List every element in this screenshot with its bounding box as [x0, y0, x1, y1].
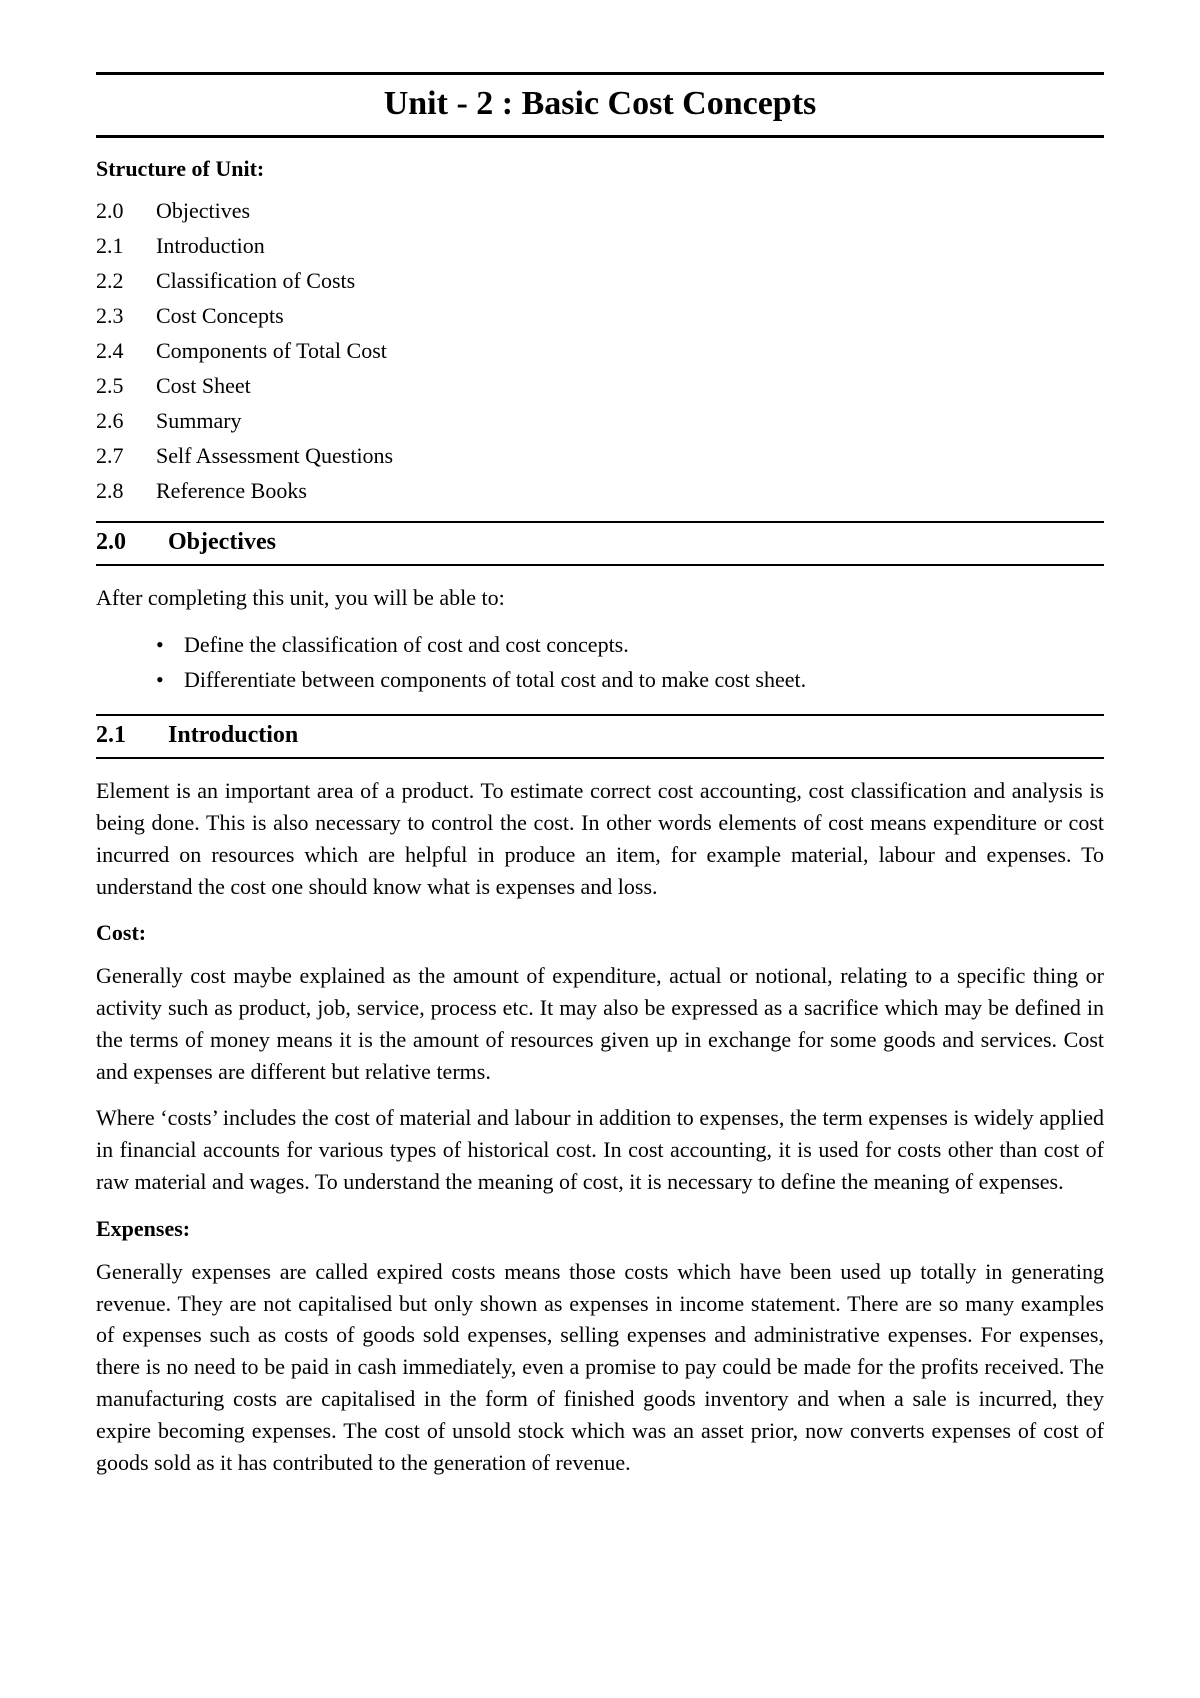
expenses-paragraph: Generally expenses are called expired co… — [96, 1256, 1104, 1479]
toc-item: 2.6 Summary — [96, 404, 1104, 437]
toc-label: Objectives — [156, 194, 1104, 227]
toc-label: Cost Sheet — [156, 369, 1104, 402]
toc-num: 2.1 — [96, 229, 156, 262]
cost-paragraph-2: Where ‘costs’ includes the cost of mater… — [96, 1102, 1104, 1198]
section-title: Objectives — [168, 529, 276, 556]
toc-num: 2.4 — [96, 334, 156, 367]
toc-label: Self Assessment Questions — [156, 439, 1104, 472]
section-num: 2.1 — [96, 722, 168, 749]
toc-num: 2.5 — [96, 369, 156, 402]
bullet-item: • Define the classification of cost and … — [156, 628, 1104, 661]
bullet-item: • Differentiate between components of to… — [156, 663, 1104, 696]
toc-label: Summary — [156, 404, 1104, 437]
toc-num: 2.6 — [96, 404, 156, 437]
toc-item: 2.1 Introduction — [96, 229, 1104, 262]
section-heading-wrap: 2.0 Objectives — [96, 521, 1104, 566]
intro-paragraph: Element is an important area of a produc… — [96, 775, 1104, 903]
toc-item: 2.4 Components of Total Cost — [96, 334, 1104, 367]
toc-item: 2.2 Classification of Costs — [96, 264, 1104, 297]
bullet-dot-icon: • — [156, 663, 184, 696]
cost-paragraph-1: Generally cost maybe explained as the am… — [96, 960, 1104, 1088]
toc-label: Reference Books — [156, 474, 1104, 507]
expenses-subheading: Expenses: — [96, 1216, 1104, 1242]
section-title: Introduction — [168, 722, 298, 749]
toc-num: 2.8 — [96, 474, 156, 507]
toc-num: 2.3 — [96, 299, 156, 332]
toc-item: 2.7 Self Assessment Questions — [96, 439, 1104, 472]
section-num: 2.0 — [96, 529, 168, 556]
section-heading-objectives: 2.0 Objectives — [96, 529, 1104, 556]
toc-item: 2.0 Objectives — [96, 194, 1104, 227]
section-heading-wrap: 2.1 Introduction — [96, 714, 1104, 759]
toc-label: Classification of Costs — [156, 264, 1104, 297]
section-heading-introduction: 2.1 Introduction — [96, 722, 1104, 749]
bullet-text: Differentiate between components of tota… — [184, 663, 806, 696]
objectives-intro: After completing this unit, you will be … — [96, 582, 1104, 614]
objectives-bullets: • Define the classification of cost and … — [96, 628, 1104, 696]
toc-num: 2.2 — [96, 264, 156, 297]
bullet-dot-icon: • — [156, 628, 184, 661]
toc-list: 2.0 Objectives 2.1 Introduction 2.2 Clas… — [96, 194, 1104, 507]
toc-item: 2.8 Reference Books — [96, 474, 1104, 507]
cost-subheading: Cost: — [96, 920, 1104, 946]
unit-title: Unit - 2 : Basic Cost Concepts — [96, 85, 1104, 123]
page: Unit - 2 : Basic Cost Concepts Structure… — [0, 0, 1200, 1698]
unit-title-wrap: Unit - 2 : Basic Cost Concepts — [96, 72, 1104, 138]
toc-item: 2.3 Cost Concepts — [96, 299, 1104, 332]
toc-label: Components of Total Cost — [156, 334, 1104, 367]
structure-heading: Structure of Unit: — [96, 156, 1104, 182]
toc-label: Introduction — [156, 229, 1104, 262]
toc-num: 2.7 — [96, 439, 156, 472]
bullet-text: Define the classification of cost and co… — [184, 628, 629, 661]
toc-item: 2.5 Cost Sheet — [96, 369, 1104, 402]
toc-label: Cost Concepts — [156, 299, 1104, 332]
toc-num: 2.0 — [96, 194, 156, 227]
